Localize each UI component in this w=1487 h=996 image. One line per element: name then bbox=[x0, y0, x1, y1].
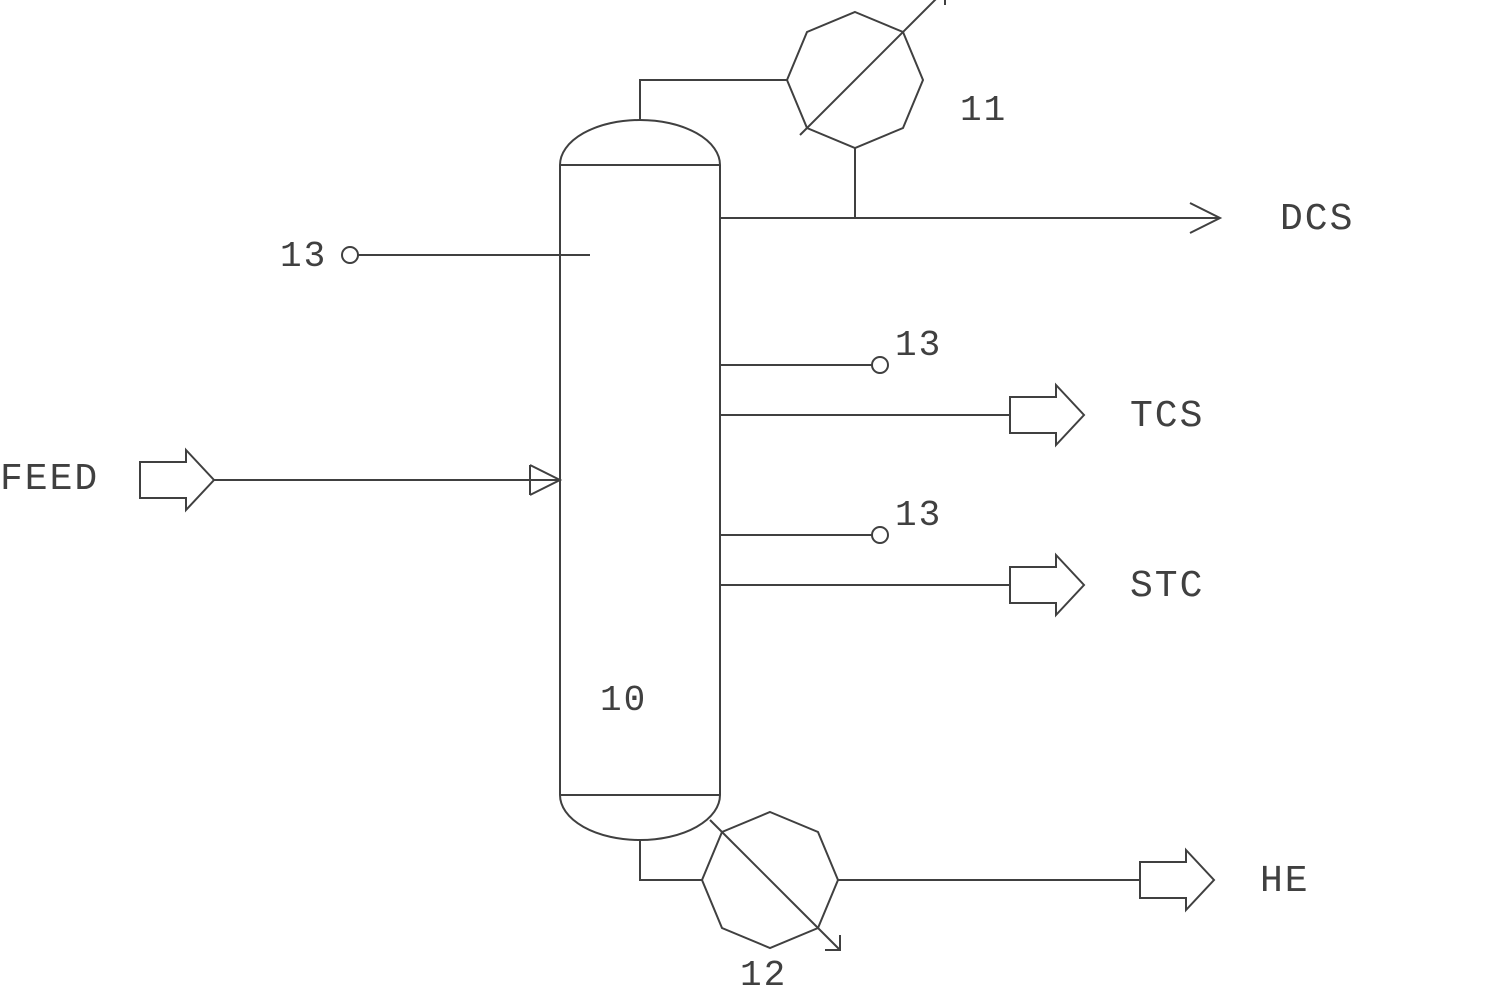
feed-line bbox=[214, 465, 560, 495]
sensor-13-label-b: 13 bbox=[895, 325, 942, 366]
diagram-canvas bbox=[0, 0, 1487, 992]
sensor-13-label-c: 13 bbox=[895, 495, 942, 536]
feed-block-arrow bbox=[140, 450, 214, 510]
vapor-line bbox=[640, 80, 787, 120]
sensor-13-label-a: 13 bbox=[280, 236, 327, 277]
stc-label: STC bbox=[1130, 565, 1204, 608]
distillation-column bbox=[560, 120, 720, 840]
reboiler-number-label: 12 bbox=[740, 955, 787, 996]
bottoms-line bbox=[640, 840, 702, 880]
tcs-block-arrow bbox=[1010, 385, 1084, 445]
tcs-label: TCS bbox=[1130, 395, 1204, 438]
sensor-13-right-lower bbox=[720, 527, 888, 543]
dcs-line bbox=[720, 203, 1220, 233]
column-number-label: 10 bbox=[600, 680, 647, 721]
dcs-label: DCS bbox=[1280, 198, 1354, 241]
condenser-number-label: 11 bbox=[960, 90, 1007, 131]
stc-block-arrow bbox=[1010, 555, 1084, 615]
he-label: HE bbox=[1260, 860, 1310, 903]
feed-label: FEED bbox=[0, 458, 99, 501]
sensor-13-right-upper bbox=[720, 357, 888, 373]
reboiler-icon bbox=[702, 812, 840, 950]
condenser-icon bbox=[787, 0, 945, 148]
sensor-13-top-left bbox=[342, 247, 590, 263]
he-block-arrow bbox=[1140, 850, 1214, 910]
